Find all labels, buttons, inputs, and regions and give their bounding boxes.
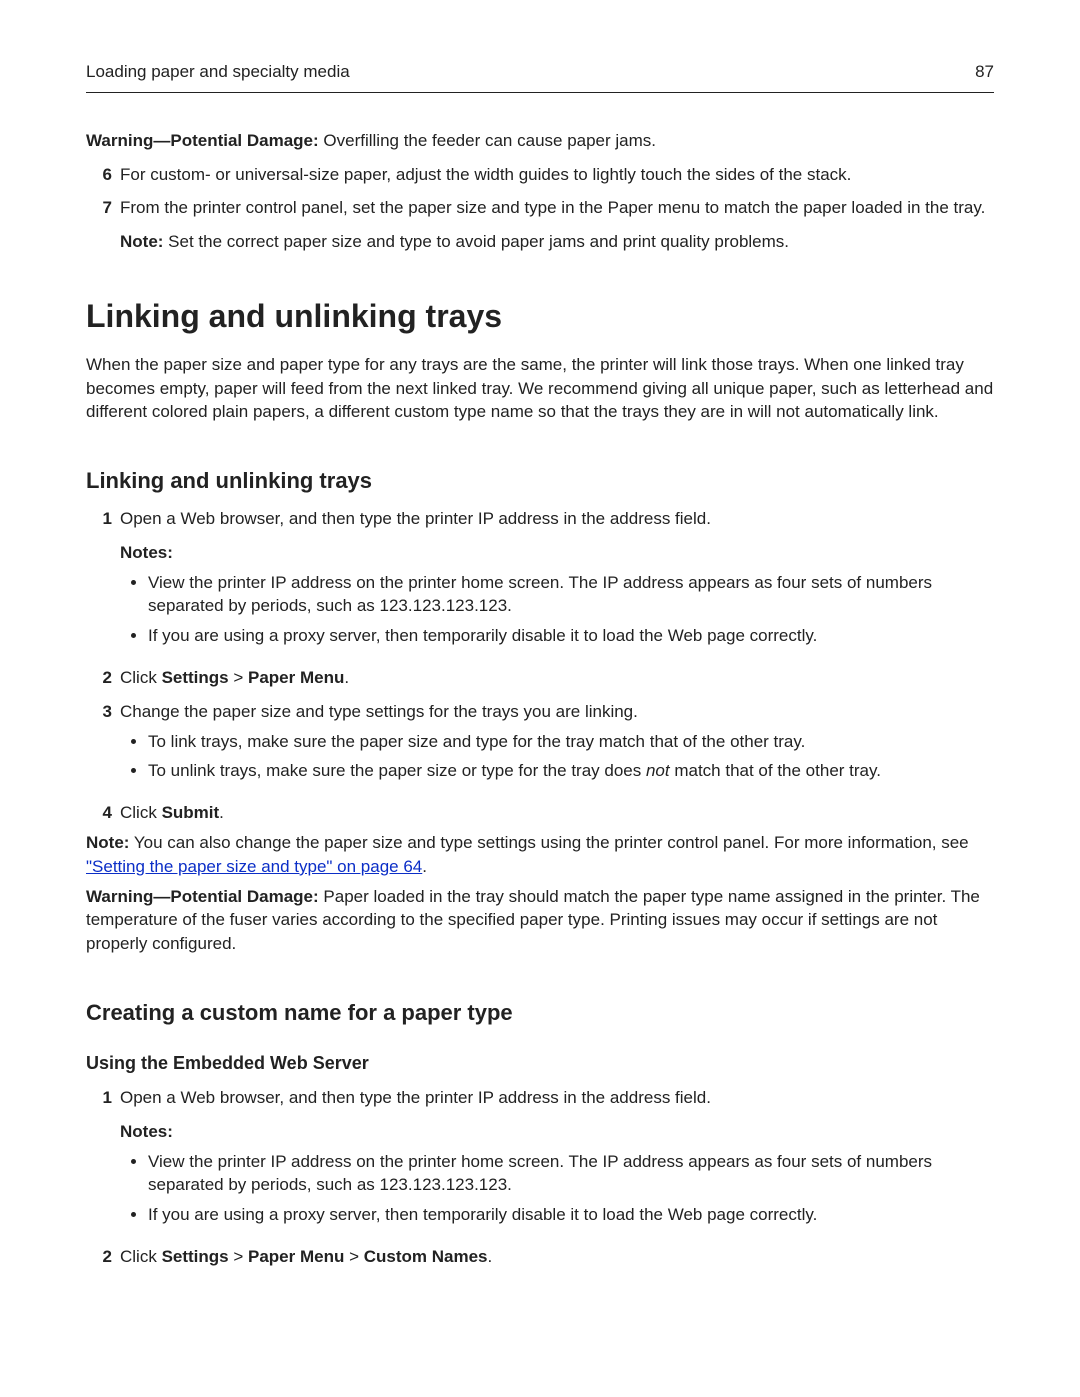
step-7-note: Note: Set the correct paper size and typ… [120, 230, 994, 254]
note-item: View the printer IP address on the print… [148, 1150, 994, 1198]
step-number: 3 [86, 700, 120, 791]
secA-step-1: 1 Open a Web browser, and then type the … [86, 507, 994, 656]
note-text-pre: You can also change the paper size and t… [129, 833, 968, 852]
intro-paragraph: When the paper size and paper type for a… [86, 353, 994, 424]
running-header: Loading paper and specialty media 87 [86, 60, 994, 93]
secA-step-4: 4 Click Submit. [86, 801, 994, 825]
step-7: 7 From the printer control panel, set th… [86, 196, 994, 260]
step-number: 1 [86, 507, 120, 656]
page: Loading paper and specialty media 87 War… [0, 0, 1080, 1397]
step-pre: Click [120, 668, 162, 687]
secB-step-1: 1 Open a Web browser, and then type the … [86, 1086, 994, 1235]
step-body: Change the paper size and type settings … [120, 700, 994, 791]
step-body: For custom‑ or universal‑size paper, adj… [120, 163, 994, 187]
secB-step-2: 2 Click Settings > Paper Menu > Custom N… [86, 1245, 994, 1269]
bullet-item: To link trays, make sure the paper size … [148, 730, 994, 754]
step-number: 1 [86, 1086, 120, 1235]
step-post: . [344, 668, 349, 687]
warning-text: Overfilling the feeder can cause paper j… [319, 131, 656, 150]
warning-label: Warning—Potential Damage: [86, 887, 319, 906]
settings-label: Settings [162, 668, 229, 687]
bullet-post: match that of the other tray. [670, 761, 881, 780]
step-body: From the printer control panel, set the … [120, 196, 994, 260]
step-number: 4 [86, 801, 120, 825]
step-post: . [488, 1247, 493, 1266]
note-item: If you are using a proxy server, then te… [148, 624, 994, 648]
step-number: 7 [86, 196, 120, 260]
separator: > [229, 668, 248, 687]
subsubheading-embedded-web-server: Using the Embedded Web Server [86, 1051, 994, 1076]
notes-label: Notes: [120, 1120, 994, 1144]
step-body: Click Settings > Paper Menu > Custom Nam… [120, 1245, 994, 1269]
step-body: Open a Web browser, and then type the pr… [120, 1086, 994, 1235]
step-number: 2 [86, 666, 120, 690]
step-3-bullets: To link trays, make sure the paper size … [120, 730, 994, 784]
step-number: 6 [86, 163, 120, 187]
page-number: 87 [975, 60, 994, 84]
step-body: Click Submit. [120, 801, 994, 825]
custom-names-label: Custom Names [364, 1247, 488, 1266]
xref-link-paper-size-type[interactable]: "Setting the paper size and type" on pag… [86, 857, 422, 876]
step-number: 2 [86, 1245, 120, 1269]
step-pre: Click [120, 803, 162, 822]
bullet-em: not [646, 761, 670, 780]
step-body: Open a Web browser, and then type the pr… [120, 507, 994, 656]
note-text-post: . [422, 857, 427, 876]
settings-label: Settings [162, 1247, 229, 1266]
step-text: Open a Web browser, and then type the pr… [120, 509, 711, 528]
warning-paragraph: Warning—Potential Damage: Paper loaded i… [86, 885, 994, 956]
submit-label: Submit [162, 803, 220, 822]
running-title: Loading paper and specialty media [86, 60, 350, 84]
step-text: Change the paper size and type settings … [120, 702, 638, 721]
note-item: View the printer IP address on the print… [148, 571, 994, 619]
subheading-custom-name: Creating a custom name for a paper type [86, 998, 994, 1029]
paper-menu-label: Paper Menu [248, 668, 344, 687]
warning-label: Warning—Potential Damage: [86, 131, 319, 150]
step-body: Click Settings > Paper Menu. [120, 666, 994, 690]
heading-linking-unlinking: Linking and unlinking trays [86, 294, 994, 339]
warning-overfill: Warning—Potential Damage: Overfilling th… [86, 129, 994, 153]
bullet-item: To unlink trays, make sure the paper siz… [148, 759, 994, 783]
secA-step-2: 2 Click Settings > Paper Menu. [86, 666, 994, 690]
separator: > [229, 1247, 248, 1266]
note-paragraph: Note: You can also change the paper size… [86, 831, 994, 879]
step-post: . [219, 803, 224, 822]
bullet-pre: To unlink trays, make sure the paper siz… [148, 761, 646, 780]
step-pre: Click [120, 1247, 162, 1266]
paper-menu-label: Paper Menu [248, 1247, 344, 1266]
note-item: If you are using a proxy server, then te… [148, 1203, 994, 1227]
notes-list: View the printer IP address on the print… [120, 1150, 994, 1227]
notes-label: Notes: [120, 541, 994, 565]
subheading-linking-unlinking: Linking and unlinking trays [86, 466, 994, 497]
note-label: Note: [120, 232, 163, 251]
step-6: 6 For custom‑ or universal‑size paper, a… [86, 163, 994, 187]
step-text: From the printer control panel, set the … [120, 198, 985, 217]
step-text: Open a Web browser, and then type the pr… [120, 1088, 711, 1107]
note-label: Note: [86, 833, 129, 852]
secA-step-3: 3 Change the paper size and type setting… [86, 700, 994, 791]
separator: > [344, 1247, 363, 1266]
note-text: Set the correct paper size and type to a… [163, 232, 789, 251]
notes-list: View the printer IP address on the print… [120, 571, 994, 648]
